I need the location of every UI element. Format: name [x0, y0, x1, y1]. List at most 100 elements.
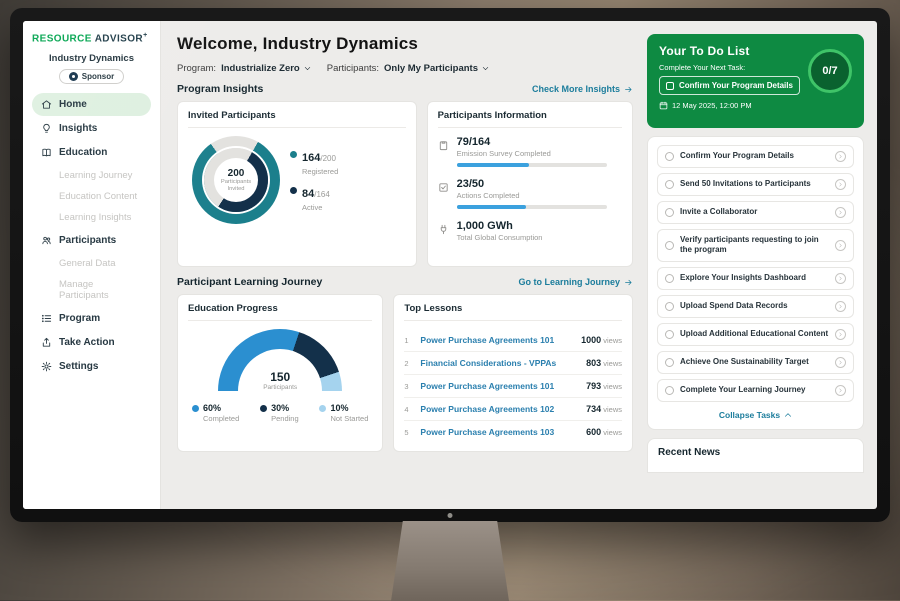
chevron-up-icon	[785, 413, 792, 417]
task-checkbox[interactable]	[665, 357, 674, 367]
monitor-stand	[391, 521, 509, 601]
chevron-right-icon[interactable]	[835, 207, 846, 218]
learning-journey-header: Participant Learning Journey Go to Learn…	[177, 276, 633, 288]
info-label: Total Global Consumption	[456, 233, 543, 242]
task-checkbox[interactable]	[665, 208, 674, 217]
lesson-link[interactable]: Power Purchase Agreements 101	[420, 335, 555, 345]
task-checkbox[interactable]	[665, 240, 674, 250]
sidebar-item-manage-participants[interactable]: Manage Participants	[32, 274, 151, 306]
lesson-link[interactable]: Financial Considerations - VPPAs	[420, 358, 557, 368]
task-checkbox[interactable]	[665, 152, 674, 161]
program-icon	[41, 313, 52, 324]
task-label: Invite a Collaborator	[680, 207, 758, 217]
task-item[interactable]: Upload Additional Educational Content	[657, 322, 854, 346]
task-label: Upload Additional Educational Content	[680, 329, 829, 339]
sidebar-item-take-action[interactable]: Take Action	[32, 331, 151, 354]
chevron-right-icon[interactable]	[835, 272, 846, 284]
task-item[interactable]: Invite a Collaborator	[657, 201, 854, 224]
participants-select[interactable]: Only My Participants	[384, 63, 489, 74]
card-title: Top Lessons	[404, 303, 622, 321]
lesson-rank: 1	[404, 335, 409, 345]
chevron-right-icon[interactable]	[835, 179, 846, 190]
app-logo: RESOURCE ADVISOR+	[32, 32, 151, 44]
participants-filter-label: Participants:	[326, 63, 380, 74]
task-label: Explore Your Insights Dashboard	[680, 273, 806, 283]
info-value: 79/164	[456, 136, 491, 148]
task-item[interactable]: Explore Your Insights Dashboard	[657, 266, 854, 290]
info-row-emission-survey: 79/164 Emission Survey Completed	[438, 136, 622, 167]
collapse-tasks-link[interactable]: Collapse Tasks	[657, 407, 854, 421]
task-label: Complete Your Learning Journey	[680, 385, 806, 395]
sidebar-item-program[interactable]: Program	[32, 307, 151, 330]
section-title: Participant Learning Journey	[177, 276, 323, 288]
legend-item-registered: 164/200 Registered	[290, 148, 338, 176]
sidebar-item-home[interactable]: Home	[32, 93, 151, 117]
card-title: Education Progress	[188, 303, 373, 321]
legend-dot	[319, 404, 327, 412]
info-row-actions: 23/50 Actions Completed	[438, 178, 622, 209]
go-to-learning-journey-link[interactable]: Go to Learning Journey	[518, 277, 633, 287]
legend-label: Active	[302, 203, 323, 212]
lesson-views-count: 734	[586, 404, 602, 414]
sidebar-item-label: Settings	[59, 361, 99, 373]
legend-value: 10%	[330, 403, 349, 413]
sidebar-item-learning-insights[interactable]: Learning Insights	[32, 207, 151, 228]
lesson-link[interactable]: Power Purchase Agreements 102	[420, 404, 555, 414]
todo-due-date: 12 May 2025, 12:00 PM	[659, 101, 852, 110]
info-value: 1,000 GWh	[456, 220, 513, 232]
logo-plus: +	[143, 32, 148, 39]
task-item[interactable]: Upload Spend Data Records	[657, 294, 854, 318]
lesson-rank: 3	[404, 381, 409, 391]
lesson-row: 5 Power Purchase Agreements 103 600 view…	[404, 421, 622, 443]
task-item[interactable]: Verify participants requesting to join t…	[657, 229, 854, 262]
legend-dot	[290, 151, 297, 158]
logo-advisor: ADVISOR	[94, 33, 144, 45]
invited-donut-outer: 200 Participants Invited	[192, 136, 280, 224]
sidebar-item-education[interactable]: Education	[32, 141, 151, 164]
legend-label: Not Started	[330, 414, 369, 423]
todo-next-task[interactable]: Confirm Your Program Details	[659, 76, 800, 95]
insights-icon	[41, 123, 52, 134]
task-checkbox[interactable]	[665, 329, 674, 339]
recent-news-header[interactable]: Recent News	[647, 437, 864, 473]
legend-value: 30%	[271, 403, 290, 413]
task-checkbox[interactable]	[665, 180, 674, 189]
legend-item-pending: 30% Pending	[260, 403, 299, 423]
program-select[interactable]: Industrialize Zero	[221, 63, 311, 74]
chevron-right-icon[interactable]	[835, 239, 846, 251]
gauge-center-value: 150	[270, 370, 291, 384]
invited-legend: 164/200 Registered 84/164 Active	[290, 140, 338, 220]
task-checkbox[interactable]	[665, 301, 674, 311]
sidebar-item-general-data[interactable]: General Data	[32, 253, 151, 274]
task-item[interactable]: Send 50 Invitations to Participants	[657, 173, 854, 196]
sidebar-item-settings[interactable]: Settings	[32, 355, 151, 378]
home-icon	[41, 99, 52, 110]
task-label: Upload Spend Data Records	[680, 301, 788, 311]
lesson-link[interactable]: Power Purchase Agreements 103	[420, 427, 555, 437]
task-item[interactable]: Achieve One Sustainability Target	[657, 350, 854, 374]
todo-next-label: Confirm Your Program Details	[679, 81, 793, 90]
chevron-right-icon[interactable]	[835, 328, 846, 340]
sidebar-item-insights[interactable]: Insights	[32, 117, 151, 140]
sidebar-item-education-content[interactable]: Education Content	[32, 186, 151, 207]
sidebar-item-learning-journey[interactable]: Learning Journey	[32, 165, 151, 186]
power-led	[447, 513, 453, 518]
gauge-legend: 60% Completed 30% Pending 10% Not Starte…	[188, 403, 372, 423]
lesson-link[interactable]: Power Purchase Agreements 101	[420, 381, 555, 391]
check-more-insights-link[interactable]: Check More Insights	[532, 84, 633, 94]
progress-fill	[456, 163, 529, 167]
sidebar-item-participants[interactable]: Participants	[32, 229, 151, 252]
task-item[interactable]: Confirm Your Program Details	[657, 145, 854, 168]
chevron-right-icon[interactable]	[835, 356, 846, 368]
sidebar-item-label: Program	[59, 313, 101, 325]
chevron-right-icon[interactable]	[835, 151, 846, 162]
education-progress-card: Education Progress 150 Participants 60% …	[177, 294, 384, 452]
task-checkbox[interactable]	[665, 385, 674, 395]
chevron-right-icon[interactable]	[835, 300, 846, 312]
task-item[interactable]: Complete Your Learning Journey	[657, 378, 854, 402]
lesson-views-suffix: views	[601, 382, 622, 391]
task-checkbox[interactable]	[665, 273, 674, 283]
todo-next-checkbox[interactable]	[666, 81, 674, 90]
task-label: Send 50 Invitations to Participants	[680, 179, 811, 189]
chevron-right-icon[interactable]	[835, 384, 846, 396]
